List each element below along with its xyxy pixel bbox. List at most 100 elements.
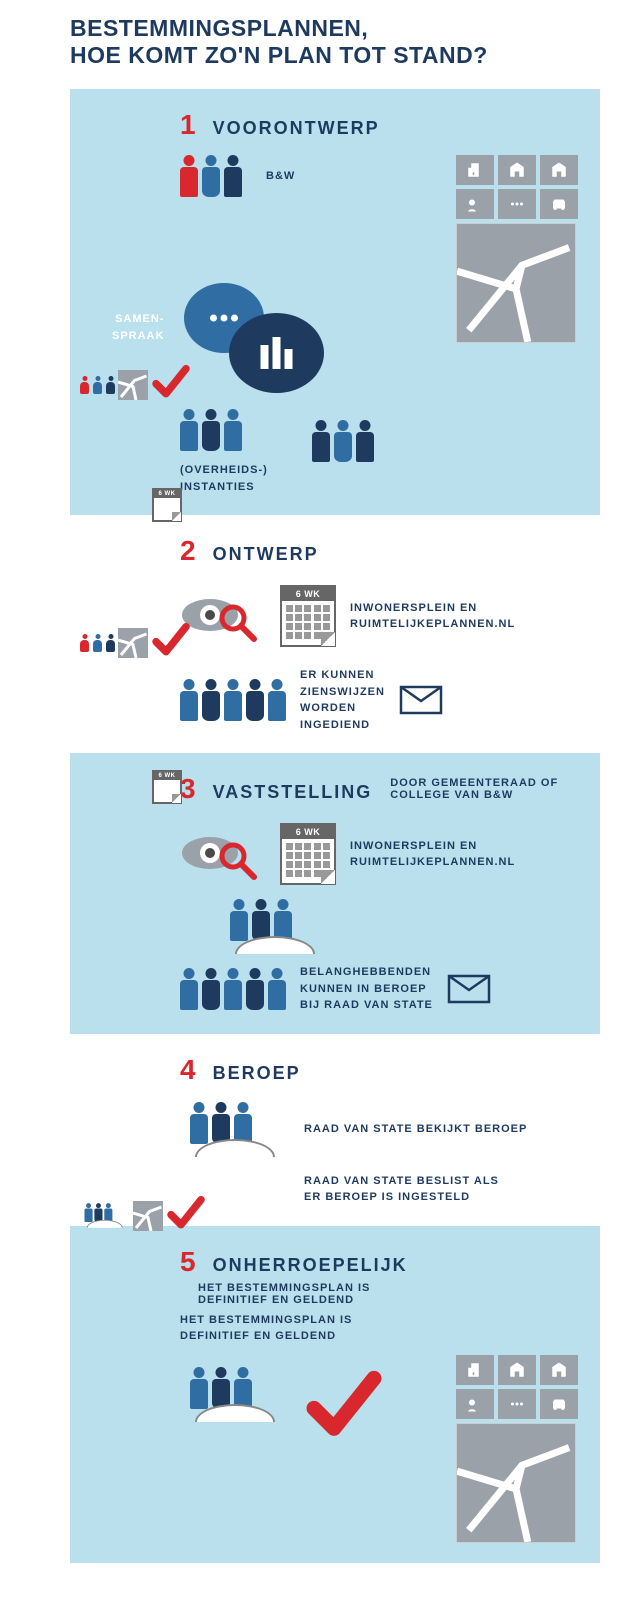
timeline-milestone [80,362,191,407]
body-text: INWONERSPLEIN ENRUIMTELIJKEPLANNEN.NL [350,838,515,871]
map-icon [456,1423,576,1543]
person-icon [224,155,242,197]
person-icon [230,899,248,941]
person-icon [106,634,115,652]
council-table-icon [220,899,330,954]
category-chip-icon [456,155,494,185]
person-icon [180,155,198,197]
person-icon [212,1102,230,1144]
map-with-chips [456,1355,580,1543]
person-icon [180,679,198,721]
calendar-6wk-icon: 6 WK [152,770,182,804]
people-group-icon [180,968,286,1010]
step-number: 1 [180,109,198,140]
step-header: 3 VASTSTELLING DOOR GEMEENTERAAD OFCOLLE… [180,773,580,805]
person-icon [224,679,242,721]
step-number: 4 [180,1054,198,1085]
map-icon [133,1201,163,1231]
step-header: 5 ONHERROEPELIJK HET BESTEMMINGSPLAN ISD… [180,1246,580,1306]
person-icon [180,968,198,1010]
body-text: BELANGHEBBENDENKUNNEN IN BEROEPBIJ RAAD … [300,964,433,1014]
step-title: VOORONTWERP [213,118,380,138]
person-icon [224,409,242,451]
body-text: RAAD VAN STATE BEKIJKT BEROEP [304,1121,527,1138]
category-chip-icon [540,1389,578,1419]
body-text: INWONERSPLEIN ENRUIMTELIJKEPLANNEN.NL [350,600,515,633]
checkmark-icon [304,1432,384,1449]
step-subtitle: DOOR GEMEENTERAAD OFCOLLEGE VAN B&W [390,777,558,801]
step-header: 4 BEROEP [180,1054,580,1086]
step-subtitle: HET BESTEMMINGSPLAN ISDEFINITIEF EN GELD… [180,1312,580,1345]
checkmark-icon [166,1193,206,1238]
map-with-chips [456,155,580,343]
body-text: ER KUNNENZIENSWIJZENWORDENINGEDIEND [300,667,385,733]
eye-magnifier-icon [180,591,260,641]
person-icon [180,409,198,451]
step-title: BEROEP [213,1063,301,1083]
step-number: 3 [180,773,198,804]
category-chip-row [456,155,580,219]
person-icon [356,420,374,462]
envelope-icon [399,685,443,715]
checkmark-icon [151,362,191,407]
speech-bubbles-icon [184,283,334,403]
category-chip-icon [498,189,536,219]
person-icon [106,376,115,394]
category-chip-icon [498,1389,536,1419]
person-icon [274,899,292,941]
person-icon [268,968,286,1010]
person-icon [246,679,264,721]
people-group-icon [312,420,374,462]
person-icon [202,968,220,1010]
people-group-icon [190,1102,252,1144]
calendar-6wk-icon: 6 WK [152,488,182,522]
people-group-icon [180,679,286,721]
envelope-icon [447,974,491,1004]
category-chip-icon [498,155,536,185]
step-header: 2 ONTWERP [180,535,580,567]
step-title: ONTWERP [213,544,319,564]
step-panel-5: 5 ONHERROEPELIJK HET BESTEMMINGSPLAN ISD… [70,1226,600,1563]
person-icon [212,1367,230,1409]
title-line2: HOE KOMT ZO'N PLAN TOT STAND? [70,42,625,69]
calendar-6wk-icon: 6 WK [280,823,336,885]
person-icon [93,634,102,652]
person-icon [202,155,220,197]
council-table-icon [180,1367,290,1422]
steps-container: 1 VOORONTWERP B&W [0,89,625,1563]
step-subtitle: HET BESTEMMINGSPLAN ISDEFINITIEF EN GELD… [198,1282,370,1306]
page-title: BESTEMMINGSPLANNEN, HOE KOMT ZO'N PLAN T… [0,0,625,89]
step-header: 1 VOORONTWERP [180,109,580,141]
person-icon [252,899,270,941]
step-title: VASTSTELLING [213,782,373,802]
timeline-milestone [80,620,191,665]
person-icon [190,1367,208,1409]
people-group-icon [180,409,242,451]
category-chip-icon [540,1355,578,1385]
category-chip-icon [498,1355,536,1385]
category-chip-icon [456,189,494,219]
people-group-icon [230,899,292,941]
category-chip-row [456,1355,580,1419]
checkmark-icon [151,620,191,665]
category-chip-icon [540,155,578,185]
body-text: RAAD VAN STATE BESLIST ALSER BEROEP IS I… [304,1173,580,1206]
category-chip-icon [540,189,578,219]
people-group-icon [190,1367,252,1409]
step-panel-1: 1 VOORONTWERP B&W [70,89,600,515]
person-icon [234,1367,252,1409]
person-icon [190,1102,208,1144]
eye-magnifier-icon [180,829,260,879]
step-title: ONHERROEPELIJK [213,1255,408,1275]
person-icon [93,376,102,394]
category-chip-icon [456,1355,494,1385]
step-panel-3: 3 VASTSTELLING DOOR GEMEENTERAAD OFCOLLE… [70,753,600,1034]
council-table-icon [180,1102,290,1157]
person-icon [246,968,264,1010]
step-number: 5 [180,1246,198,1277]
category-chip-icon [456,1389,494,1419]
title-line1: BESTEMMINGSPLANNEN, [70,15,625,42]
person-icon [202,679,220,721]
map-icon [456,223,576,343]
map-icon [118,370,148,400]
